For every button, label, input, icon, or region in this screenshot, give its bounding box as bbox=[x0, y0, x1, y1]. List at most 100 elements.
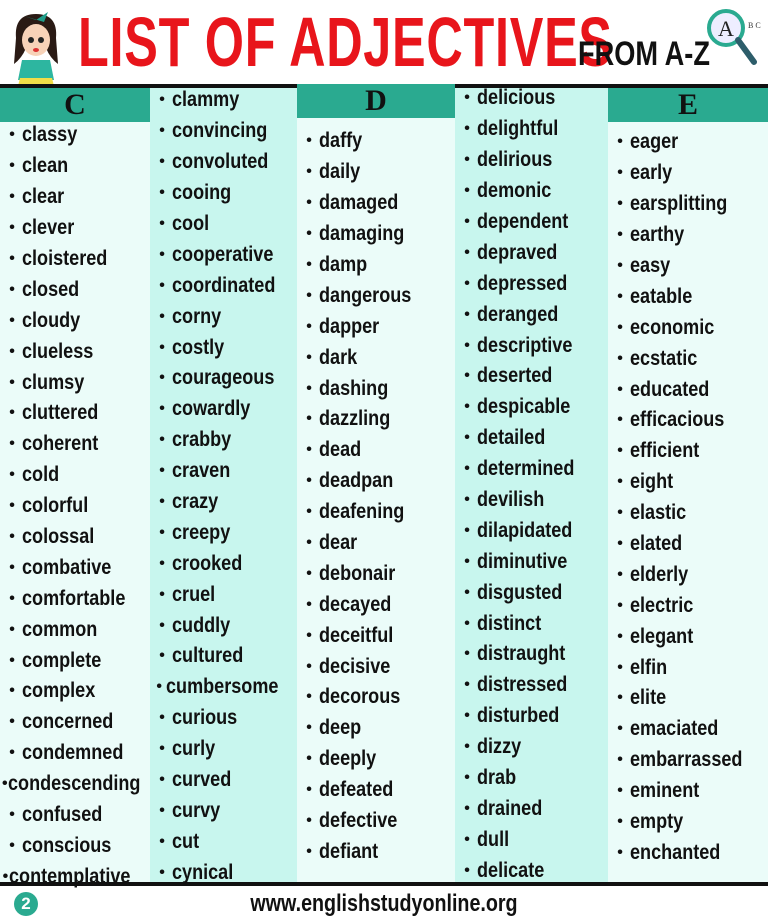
adjective-word: detailed bbox=[477, 426, 546, 450]
website-url: www.englishstudyonline.org bbox=[250, 890, 518, 917]
list-item: • cooperative bbox=[150, 239, 297, 270]
magnifier-small-letters: B C bbox=[748, 21, 761, 30]
list-item: • cluttered bbox=[0, 398, 150, 429]
list-item: • dependent bbox=[455, 207, 608, 238]
bullet-icon: • bbox=[464, 583, 470, 601]
adjective-word: cold bbox=[22, 463, 60, 487]
bullet-icon: • bbox=[306, 410, 312, 428]
bullet-icon: • bbox=[306, 472, 312, 490]
adjective-word: convincing bbox=[172, 119, 268, 143]
list-item: • efficacious bbox=[608, 405, 768, 436]
adjective-word: educated bbox=[630, 377, 710, 401]
list-item: • craven bbox=[150, 456, 297, 487]
bullet-icon: • bbox=[464, 336, 470, 354]
list-item: • creepy bbox=[150, 517, 297, 548]
list-item: • classy bbox=[0, 120, 150, 151]
list-item: • corny bbox=[150, 301, 297, 332]
bullet-icon: • bbox=[306, 317, 312, 335]
bullet-icon: • bbox=[617, 442, 623, 460]
bullet-icon: • bbox=[617, 195, 623, 213]
list-item: • curvy bbox=[150, 795, 297, 826]
bullet-icon: • bbox=[306, 225, 312, 243]
adjective-word: condemned bbox=[22, 741, 124, 765]
bullet-icon: • bbox=[617, 349, 623, 367]
list-item: • elderly bbox=[608, 559, 768, 590]
adjective-word: common bbox=[22, 617, 98, 641]
adjective-word: early bbox=[630, 161, 673, 185]
list-item: • convoluted bbox=[150, 147, 297, 178]
adjective-word: elite bbox=[630, 686, 667, 710]
column-heading-c: C bbox=[0, 88, 150, 122]
bullet-icon: • bbox=[464, 830, 470, 848]
bullet-icon: • bbox=[617, 596, 623, 614]
adjective-word: decorous bbox=[319, 685, 401, 709]
list-item: • deceitful bbox=[297, 620, 455, 651]
page-number-badge: 2 bbox=[14, 892, 38, 916]
adjective-word: diminutive bbox=[477, 549, 568, 573]
bullet-icon: • bbox=[306, 719, 312, 737]
adjective-word: cloistered bbox=[22, 247, 108, 270]
column-heading-e: E bbox=[608, 88, 768, 122]
adjective-word: deserted bbox=[477, 364, 553, 388]
adjective-word: cultured bbox=[172, 644, 244, 668]
adjective-word: embarrassed bbox=[630, 748, 743, 772]
list-item: • concerned bbox=[0, 707, 150, 738]
list-item: • cynical bbox=[150, 857, 297, 888]
adjective-word: coordinated bbox=[172, 273, 276, 297]
magnifier-icon: A B C bbox=[707, 9, 761, 65]
list-item: • dazzling bbox=[297, 404, 455, 435]
bullet-icon: • bbox=[306, 441, 312, 459]
adjective-word: comfortable bbox=[22, 586, 126, 610]
bullet-icon: • bbox=[2, 775, 8, 793]
list-item: • curly bbox=[150, 734, 297, 765]
bullet-icon: • bbox=[306, 534, 312, 552]
column-e: E • eager • early • earsplitting • earthy • easy •… bbox=[608, 88, 768, 883]
list-item: • eight bbox=[608, 467, 768, 498]
adjective-word: cluttered bbox=[22, 401, 99, 425]
list-item: • common bbox=[0, 614, 150, 645]
bullet-icon: • bbox=[9, 157, 15, 175]
bullet-icon: • bbox=[617, 164, 623, 182]
bullet-icon: • bbox=[9, 126, 15, 144]
bullet-icon: • bbox=[159, 276, 165, 294]
adjective-word: damaged bbox=[319, 191, 399, 215]
bullet-icon: • bbox=[306, 781, 312, 799]
adjective-word: damp bbox=[319, 253, 368, 276]
adjective-word: efficient bbox=[630, 439, 700, 463]
list-item: • cuddly bbox=[150, 610, 297, 641]
bullet-icon: • bbox=[9, 497, 15, 515]
adjective-word: eminent bbox=[630, 779, 700, 803]
bullet-icon: • bbox=[159, 801, 165, 819]
list-item: • crabby bbox=[150, 425, 297, 456]
list-item: • decisive bbox=[297, 651, 455, 682]
list-item: • descriptive bbox=[455, 330, 608, 361]
list-item: • depraved bbox=[455, 237, 608, 268]
list-item: • decorous bbox=[297, 682, 455, 713]
adjective-word: earsplitting bbox=[630, 192, 728, 216]
list-item: • comfortable bbox=[0, 583, 150, 614]
list-item: • deeply bbox=[297, 744, 455, 775]
adjective-word: colossal bbox=[22, 525, 95, 549]
bullet-icon: • bbox=[617, 658, 623, 676]
bullet-icon: • bbox=[617, 287, 623, 305]
adjective-word: elated bbox=[630, 532, 683, 556]
list-item: • cruel bbox=[150, 579, 297, 610]
adjective-word: coherent bbox=[22, 432, 99, 456]
list-item: • delicious bbox=[455, 83, 608, 114]
word-list: • delicious • delightful • delirious • demonic •… bbox=[455, 83, 608, 886]
list-item: • depressed bbox=[455, 268, 608, 299]
list-item: • delicate bbox=[455, 855, 608, 886]
header: LIST OF ADJECTIVES FROM A-Z A B C bbox=[0, 0, 768, 86]
adjective-word: eatable bbox=[630, 284, 693, 308]
list-item: • dapper bbox=[297, 311, 455, 342]
adjective-word: dear bbox=[319, 531, 358, 555]
adjective-word: daily bbox=[319, 160, 361, 184]
list-item: • enchanted bbox=[608, 837, 768, 868]
word-list: • eager • early • earsplitting • earthy • easy • ea… bbox=[608, 127, 768, 868]
list-item: • eager bbox=[608, 127, 768, 158]
bullet-icon: • bbox=[2, 867, 9, 885]
adjective-word: closed bbox=[22, 277, 80, 301]
adjective-word: descriptive bbox=[477, 333, 573, 357]
list-item: • drained bbox=[455, 793, 608, 824]
bullet-icon: • bbox=[9, 188, 15, 206]
